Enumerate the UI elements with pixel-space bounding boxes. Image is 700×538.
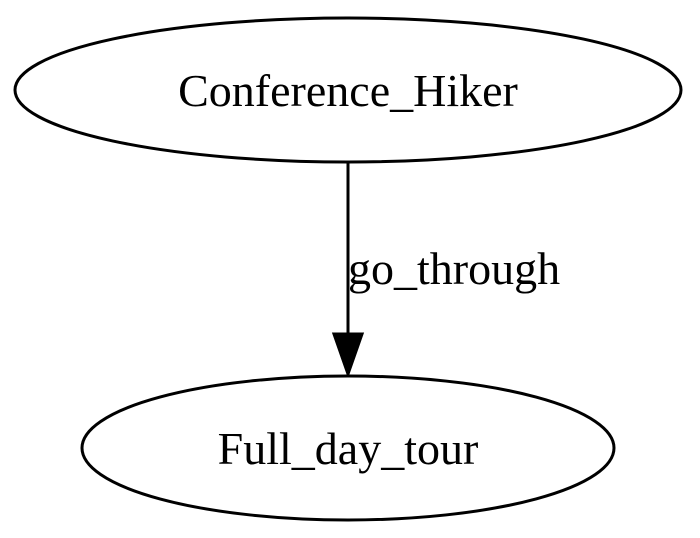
edge-go-through: go_through	[331, 162, 560, 379]
node-full-day-tour: Full_day_tour	[80, 374, 616, 522]
edge-label: go_through	[348, 243, 560, 294]
edge-arrowhead	[331, 332, 365, 379]
node-label: Full_day_tour	[218, 423, 479, 474]
node-ellipse	[13, 16, 683, 164]
node-ellipse	[80, 374, 616, 522]
node-label: Conference_Hiker	[178, 65, 518, 116]
node-conference-hiker: Conference_Hiker	[13, 16, 683, 164]
